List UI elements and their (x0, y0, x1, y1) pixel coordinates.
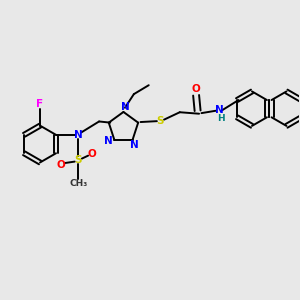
Text: O: O (87, 149, 96, 159)
Text: O: O (57, 160, 65, 170)
Text: O: O (192, 84, 200, 94)
Text: N: N (215, 105, 224, 115)
Text: N: N (104, 136, 113, 146)
Text: F: F (37, 99, 44, 109)
Text: CH₃: CH₃ (69, 179, 87, 188)
Text: N: N (130, 140, 138, 150)
Text: H: H (218, 114, 225, 123)
Text: N: N (74, 130, 83, 140)
Text: S: S (74, 155, 82, 165)
Text: S: S (157, 116, 164, 126)
Text: N: N (121, 103, 129, 112)
